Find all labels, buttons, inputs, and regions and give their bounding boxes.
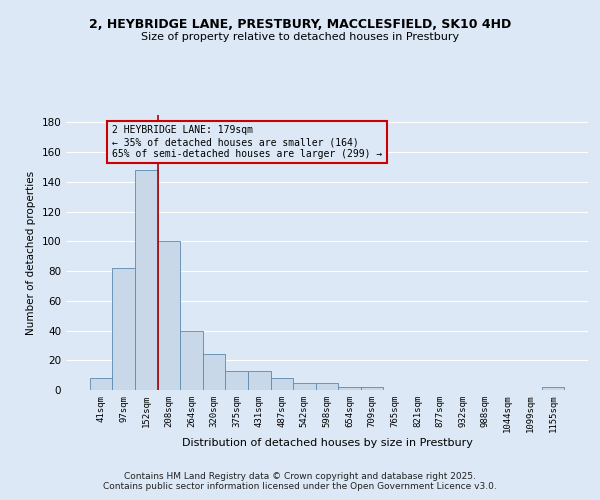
Text: Contains HM Land Registry data © Crown copyright and database right 2025.: Contains HM Land Registry data © Crown c… [124,472,476,481]
Bar [90,378,112,390]
Text: Contains public sector information licensed under the Open Government Licence v3: Contains public sector information licen… [103,482,497,491]
Bar [361,387,383,390]
X-axis label: Distribution of detached houses by size in Prestbury: Distribution of detached houses by size … [182,438,472,448]
Bar [226,370,248,390]
Bar [271,378,293,390]
Bar [316,382,338,390]
Text: Size of property relative to detached houses in Prestbury: Size of property relative to detached ho… [141,32,459,42]
Bar [293,382,316,390]
Bar [112,268,135,390]
Y-axis label: Number of detached properties: Number of detached properties [26,170,36,334]
Bar [158,242,180,390]
Text: 2 HEYBRIDGE LANE: 179sqm
← 35% of detached houses are smaller (164)
65% of semi-: 2 HEYBRIDGE LANE: 179sqm ← 35% of detach… [112,126,383,158]
Bar [135,170,158,390]
Bar [203,354,226,390]
Text: 2, HEYBRIDGE LANE, PRESTBURY, MACCLESFIELD, SK10 4HD: 2, HEYBRIDGE LANE, PRESTBURY, MACCLESFIE… [89,18,511,30]
Bar [248,370,271,390]
Bar [542,387,564,390]
Bar [180,330,203,390]
Bar [338,387,361,390]
